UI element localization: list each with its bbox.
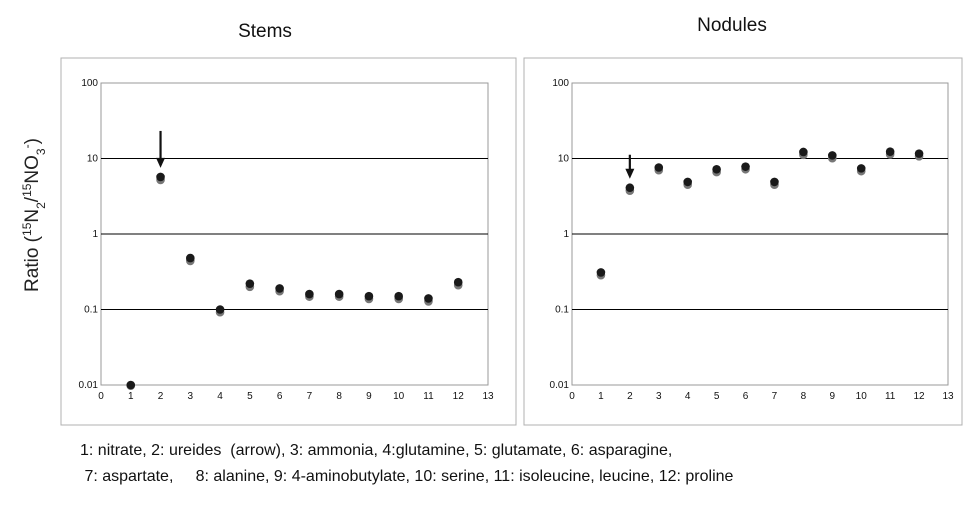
nodules-x-tick-8: 8 [801, 391, 807, 402]
ylabel-prefix: Ratio ( [22, 235, 43, 292]
stems-title: Stems [238, 21, 292, 42]
stems-x-tick-2: 2 [158, 391, 164, 402]
nodules-x-tick-12: 12 [914, 391, 926, 402]
stems-y-tick-labels: 0.01 0.1 1 10 100 [79, 78, 99, 391]
nodules-x-tick-13: 13 [942, 391, 954, 402]
stems-point-s0-12 [453, 277, 463, 287]
stems-x-tick-4: 4 [217, 391, 223, 402]
stems-x-tick-11: 11 [423, 391, 434, 402]
stems-y-tick-0: 0.01 [79, 380, 99, 391]
stems-x-tick-12: 12 [453, 391, 465, 402]
nodules-point-s0-1 [596, 268, 606, 277]
nodules-point-s0-6 [741, 162, 750, 171]
nodules-x-tick-2: 2 [627, 391, 633, 402]
nodules-point-s0-2 [625, 183, 635, 193]
nodules-point-s0-4 [683, 177, 692, 187]
nodules-x-tick-3: 3 [656, 391, 662, 402]
stems-gridlines [101, 158, 488, 310]
stems-point-s0-8 [334, 289, 344, 299]
nodules-x-tick-0: 0 [569, 391, 575, 402]
stems-point-s0-3 [186, 253, 195, 263]
nodules-ureides-arrow [625, 154, 635, 179]
nodules-point-s0-8 [799, 147, 808, 157]
ylabel-suffix: ) [22, 138, 43, 144]
stems-x-tick-3: 3 [188, 391, 194, 402]
nodules-y-tick-4: 100 [552, 78, 569, 89]
ylabel-sub-2: 2 [34, 202, 48, 209]
stems-x-tick-9: 9 [366, 391, 372, 402]
stems-x-tick-8: 8 [336, 391, 342, 402]
nodules-point-s0-11 [885, 147, 895, 157]
nodules-point-s0-7 [770, 177, 779, 187]
stems-ureides-arrow [156, 130, 166, 168]
nodules-x-tick-7: 7 [772, 391, 778, 402]
nodules-point-s0-9 [828, 151, 837, 160]
stems-arrow-head [156, 157, 166, 168]
ylabel-no: NO [22, 155, 43, 184]
ylabel-n: N [22, 209, 43, 223]
nodules-arrow-head [625, 168, 635, 179]
stems-y-tick-1: 0.1 [84, 305, 98, 316]
nodules-x-tick-10: 10 [856, 391, 868, 402]
nodules-x-tick-9: 9 [830, 391, 836, 402]
y-axis-label: Ratio (15N2/15NO3-) [20, 138, 48, 292]
nodules-point-s0-3 [654, 163, 664, 172]
nodules-x-tick-labels: 0 1 2 3 4 5 6 7 8 9 10 11 12 13 [569, 391, 954, 402]
stems-point-s0-1 [126, 380, 136, 390]
stems-point-s0-5 [245, 279, 255, 288]
legend-line-2: 7: aspartate, 8: alanine, 9: 4-aminobuty… [80, 468, 734, 485]
nodules-point-s0-5 [712, 164, 721, 174]
stems-x-tick-7: 7 [307, 391, 313, 402]
stems-y-tick-2: 1 [92, 229, 98, 240]
nodules-y-tick-labels: 0.01 0.1 1 10 100 [550, 78, 570, 391]
stems-x-tick-5: 5 [247, 391, 253, 402]
stems-point-s0-7 [305, 289, 314, 299]
ylabel-sub-3: 3 [34, 148, 48, 155]
nodules-gridlines [572, 158, 948, 310]
nodules-x-tick-11: 11 [885, 391, 896, 402]
stems-data-points [126, 172, 463, 390]
nodules-data-points [596, 147, 924, 280]
nodules-point-s0-10 [856, 164, 866, 173]
nodules-y-tick-1: 0.1 [555, 305, 569, 316]
nodules-x-tick-5: 5 [714, 391, 720, 402]
stems-point-s0-2 [156, 172, 165, 182]
stems-point-s0-10 [394, 291, 403, 301]
nodules-frame [523, 57, 963, 426]
nodules-y-tick-3: 10 [558, 154, 570, 165]
nodules-point-s0-12 [914, 149, 924, 158]
stems-x-tick-6: 6 [277, 391, 283, 402]
stems-x-tick-1: 1 [128, 391, 134, 402]
stems-frame [60, 57, 517, 426]
ylabel-sup-15b: 15 [20, 183, 34, 197]
stems-point-s0-11 [424, 294, 433, 303]
stems-x-tick-0: 0 [98, 391, 104, 402]
nodules-title: Nodules [697, 15, 767, 36]
stems-x-tick-labels: 0 1 2 3 4 5 6 7 8 9 10 11 12 13 [98, 391, 494, 402]
nodules-y-tick-0: 0.01 [550, 380, 570, 391]
nodules-x-tick-4: 4 [685, 391, 691, 402]
nodules-x-tick-6: 6 [743, 391, 749, 402]
stems-point-s0-4 [215, 305, 225, 314]
nodules-x-tick-1: 1 [598, 391, 604, 402]
stems-point-s0-9 [364, 291, 374, 301]
nodules-y-tick-2: 1 [563, 229, 569, 240]
stems-x-tick-13: 13 [482, 391, 494, 402]
stems-x-tick-10: 10 [393, 391, 405, 402]
ylabel-sup-15a: 15 [20, 222, 34, 236]
stems-y-tick-3: 10 [87, 154, 99, 165]
stems-y-tick-4: 100 [81, 78, 98, 89]
stems-point-s0-6 [275, 284, 284, 293]
ylabel-slash: / [22, 196, 43, 202]
legend-line-1: 1: nitrate, 2: ureides (arrow), 3: ammon… [80, 442, 673, 459]
ylabel-sup-minus: - [20, 144, 34, 148]
